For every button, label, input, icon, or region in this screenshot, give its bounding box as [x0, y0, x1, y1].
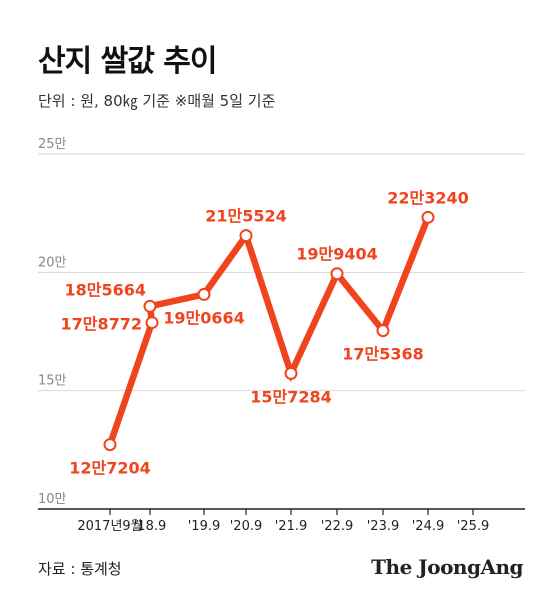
x-tick-label: '25.9: [457, 519, 490, 534]
y-tick-label: 25만: [38, 137, 67, 152]
x-tick-label: 2017년9월: [77, 519, 142, 534]
data-label: 15만7284: [250, 387, 332, 406]
data-label: 18만5664: [64, 280, 146, 299]
data-label: 19만9404: [296, 245, 378, 264]
y-tick-label: 15만: [38, 374, 67, 389]
data-label: 17만5368: [342, 345, 424, 364]
data-point-marker: [103, 438, 117, 452]
x-tick-label: '23.9: [367, 519, 400, 534]
data-label: 17만8772: [60, 315, 142, 334]
x-tick-label: '20.9: [230, 519, 263, 534]
y-tick-label: 20만: [38, 255, 67, 270]
chart-title: 산지 쌀값 추이: [38, 44, 217, 79]
data-label: 12만7204: [69, 459, 151, 478]
source-note: 자료 : 통계청: [38, 560, 122, 578]
x-tick-label: '19.9: [188, 519, 221, 534]
y-tick-label: 10만: [38, 492, 67, 507]
data-point-marker: [197, 287, 211, 301]
data-point-marker: [143, 299, 157, 313]
data-point-marker: [284, 366, 298, 380]
data-label: 19만0664: [163, 308, 245, 327]
x-tick-label: '22.9: [321, 519, 354, 534]
data-point-marker: [145, 316, 159, 330]
x-tick-label: '24.9: [412, 519, 445, 534]
unit-note: 단위 : 원, 80㎏ 기준 ※매월 5일 기준: [38, 92, 276, 110]
data-label: 21만5524: [205, 207, 287, 226]
publisher-logo: The JoongAng: [371, 555, 523, 579]
data-point-marker: [376, 324, 390, 338]
x-tick-label: '18.9: [134, 519, 167, 534]
x-tick-label: '21.9: [275, 519, 308, 534]
data-point-marker: [330, 267, 344, 281]
data-point-marker: [421, 210, 435, 224]
data-label: 22만3240: [387, 188, 469, 207]
data-point-marker: [239, 229, 253, 243]
